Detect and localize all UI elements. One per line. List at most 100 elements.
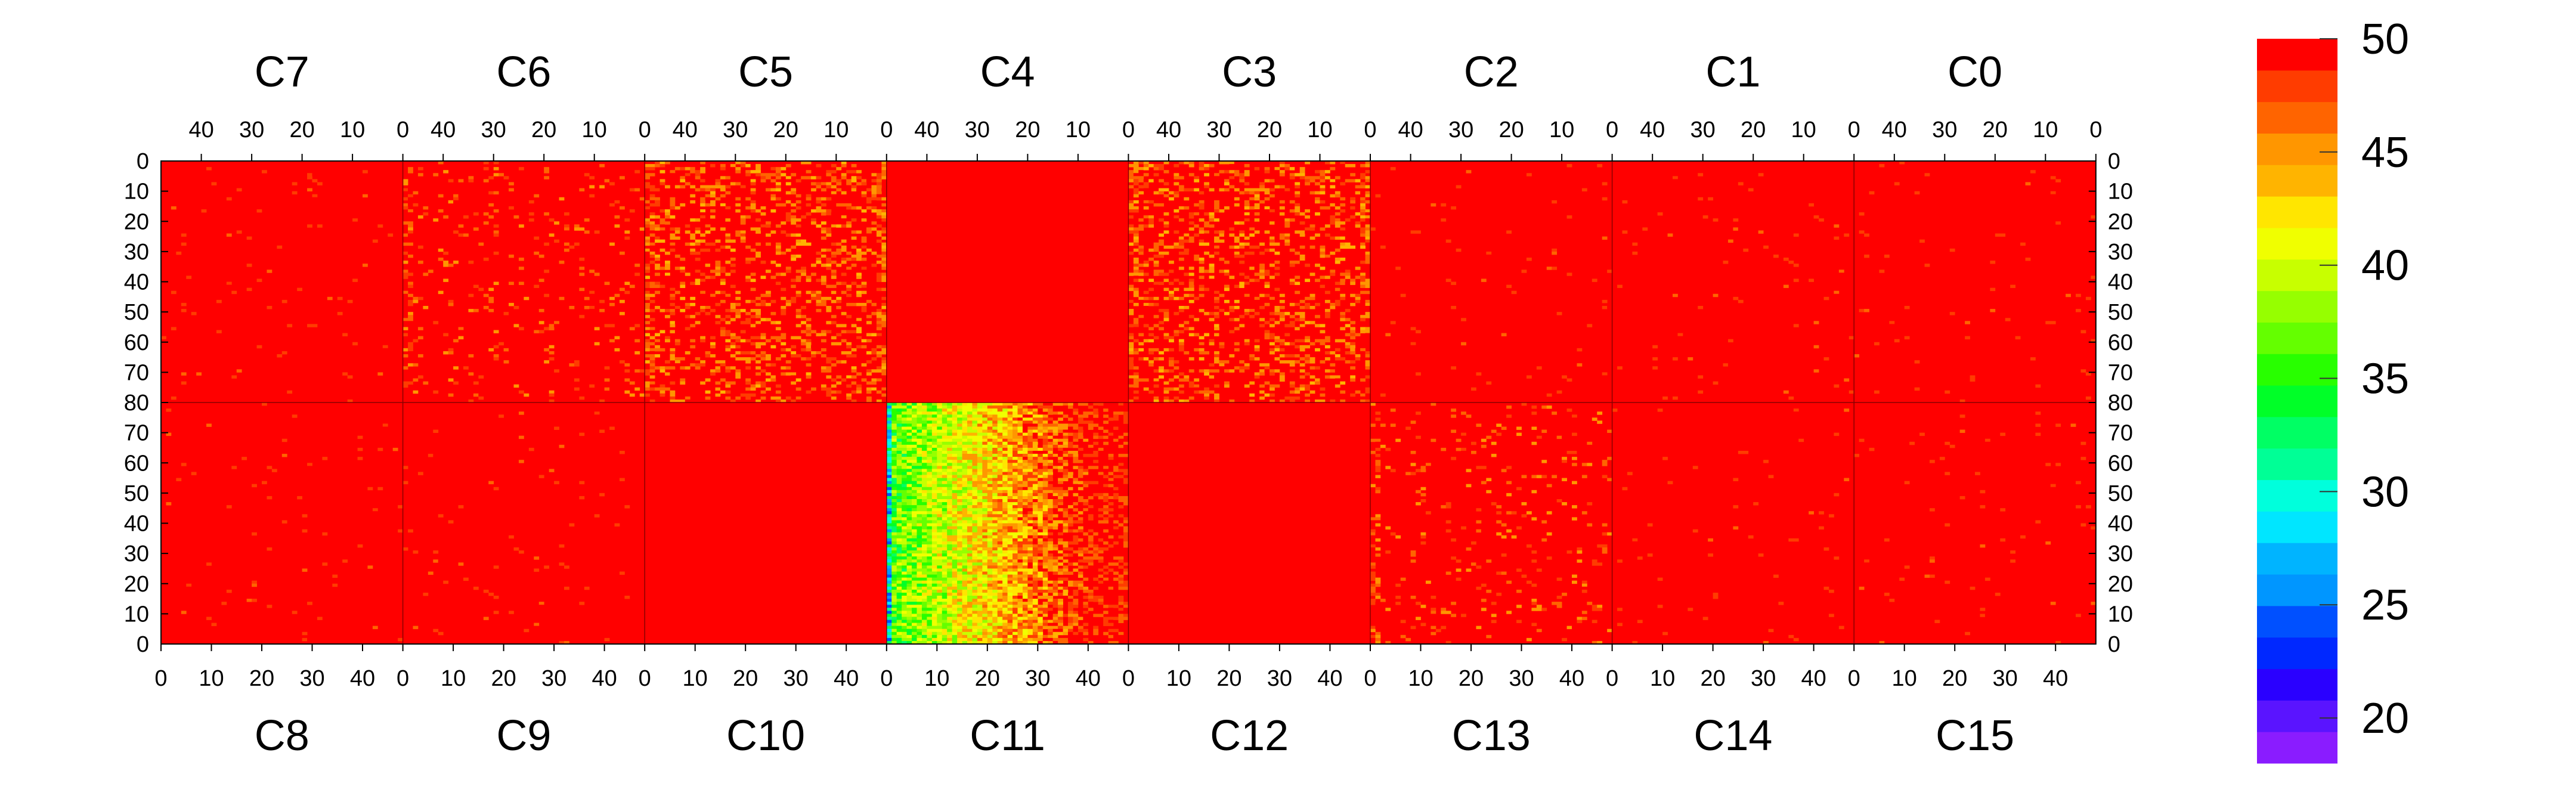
heatmap-cell (655, 254, 660, 258)
heatmap-cell (896, 580, 902, 584)
heatmap-cell (1355, 185, 1361, 188)
heatmap-cell (1188, 284, 1194, 289)
heatmap-cell (690, 200, 696, 204)
heatmap-cell (811, 399, 816, 403)
heatmap-cell (725, 273, 731, 276)
heatmap-cell (1214, 239, 1219, 243)
heatmap-cell (700, 248, 705, 252)
heatmap-cell (801, 221, 806, 225)
heatmap-cell (902, 526, 907, 530)
heatmap-cell (1743, 236, 1749, 240)
heatmap-cell (740, 306, 746, 309)
heatmap-cell (912, 460, 917, 463)
heatmap-cell (866, 369, 872, 373)
heatmap-cell (851, 348, 857, 352)
heatmap-cell (912, 508, 917, 512)
heatmap-cell (841, 218, 847, 222)
heatmap-cell (1270, 221, 1275, 225)
heatmap-cell (1335, 354, 1340, 358)
heatmap-cell (453, 345, 459, 349)
heatmap-cell (902, 475, 907, 478)
heatmap-cell (931, 631, 937, 636)
panel-background (645, 402, 887, 644)
heatmap-cell (902, 574, 907, 578)
heatmap-cell (886, 496, 892, 500)
heatmap-cell (1365, 230, 1371, 234)
heatmap-cell (408, 318, 413, 321)
heatmap-cell (730, 218, 736, 222)
heatmap-cell (569, 617, 575, 620)
heatmap-cell (912, 626, 917, 630)
heatmap-cell (730, 354, 736, 358)
heatmap-cell (1798, 336, 1804, 340)
heatmap-cell (402, 273, 408, 276)
heatmap-cell (931, 493, 937, 497)
heatmap-cell (1365, 170, 1371, 174)
heatmap-cell (725, 191, 731, 195)
heatmap-cell (1229, 366, 1235, 370)
heatmap-cell (1138, 227, 1144, 231)
heatmap-cell (342, 309, 348, 312)
heatmap-cell (1919, 318, 1925, 321)
heatmap-cell (1148, 278, 1154, 282)
heatmap-cell (1335, 236, 1340, 240)
heatmap-cell (1284, 284, 1290, 289)
heatmap-cell (408, 251, 413, 255)
heatmap-cell (891, 544, 897, 548)
heatmap-cell (690, 185, 696, 188)
heatmap-cell (876, 230, 882, 234)
heatmap-cell (1178, 218, 1184, 222)
heatmap-cell (690, 281, 696, 285)
heatmap-cell (1627, 267, 1633, 270)
heatmap-cell (876, 378, 882, 382)
heatmap-cell (518, 242, 524, 246)
heatmap-cell (906, 487, 912, 491)
heatmap-cell (781, 302, 787, 306)
heatmap-cell (770, 312, 776, 315)
heatmap-cell (806, 348, 812, 352)
heatmap-cell (927, 589, 933, 593)
heatmap-cell (917, 463, 922, 466)
heatmap-cell (413, 191, 419, 195)
heatmap-cell (1259, 390, 1265, 394)
heatmap-cell (211, 251, 217, 255)
heatmap-cell (912, 426, 917, 430)
heatmap-cell (806, 333, 812, 337)
heatmap-cell (826, 258, 832, 261)
heatmap-cell (836, 342, 842, 346)
heatmap-cell (1748, 345, 1754, 349)
heatmap-cell (775, 173, 781, 177)
heatmap-cell (252, 571, 257, 575)
heatmap-cell (2080, 369, 2086, 373)
heatmap-cell (1184, 321, 1190, 324)
heatmap-cell (896, 444, 902, 448)
heatmap-cell (735, 161, 741, 165)
heatmap-cell (785, 348, 791, 352)
heatmap-cell (1143, 164, 1149, 168)
heatmap-cell (806, 345, 812, 349)
heatmap-cell (408, 454, 413, 457)
heatmap-cell (1909, 348, 1915, 352)
heatmap-cell (821, 281, 826, 285)
heatmap-cell (891, 529, 897, 533)
heatmap-cell (685, 224, 691, 228)
heatmap-cell (1315, 170, 1320, 174)
heatmap-cell (710, 206, 716, 210)
heatmap-cell (846, 315, 852, 318)
heatmap-cell (1270, 351, 1275, 355)
heatmap-cell (781, 287, 787, 292)
heatmap-cell (846, 203, 852, 207)
heatmap-cell (931, 623, 937, 627)
heatmap-cell (302, 164, 308, 168)
heatmap-cell (902, 614, 907, 617)
heatmap-cell (791, 203, 797, 207)
heatmap-cell (402, 167, 408, 171)
heatmap-cell (645, 209, 651, 213)
heatmap-cell (891, 517, 897, 521)
heatmap-cell (1270, 324, 1275, 327)
heatmap-cell (791, 209, 797, 213)
heatmap-cell (886, 550, 892, 554)
heatmap-cell (302, 637, 308, 642)
heatmap-cell (906, 631, 912, 636)
heatmap-cell (912, 423, 917, 427)
